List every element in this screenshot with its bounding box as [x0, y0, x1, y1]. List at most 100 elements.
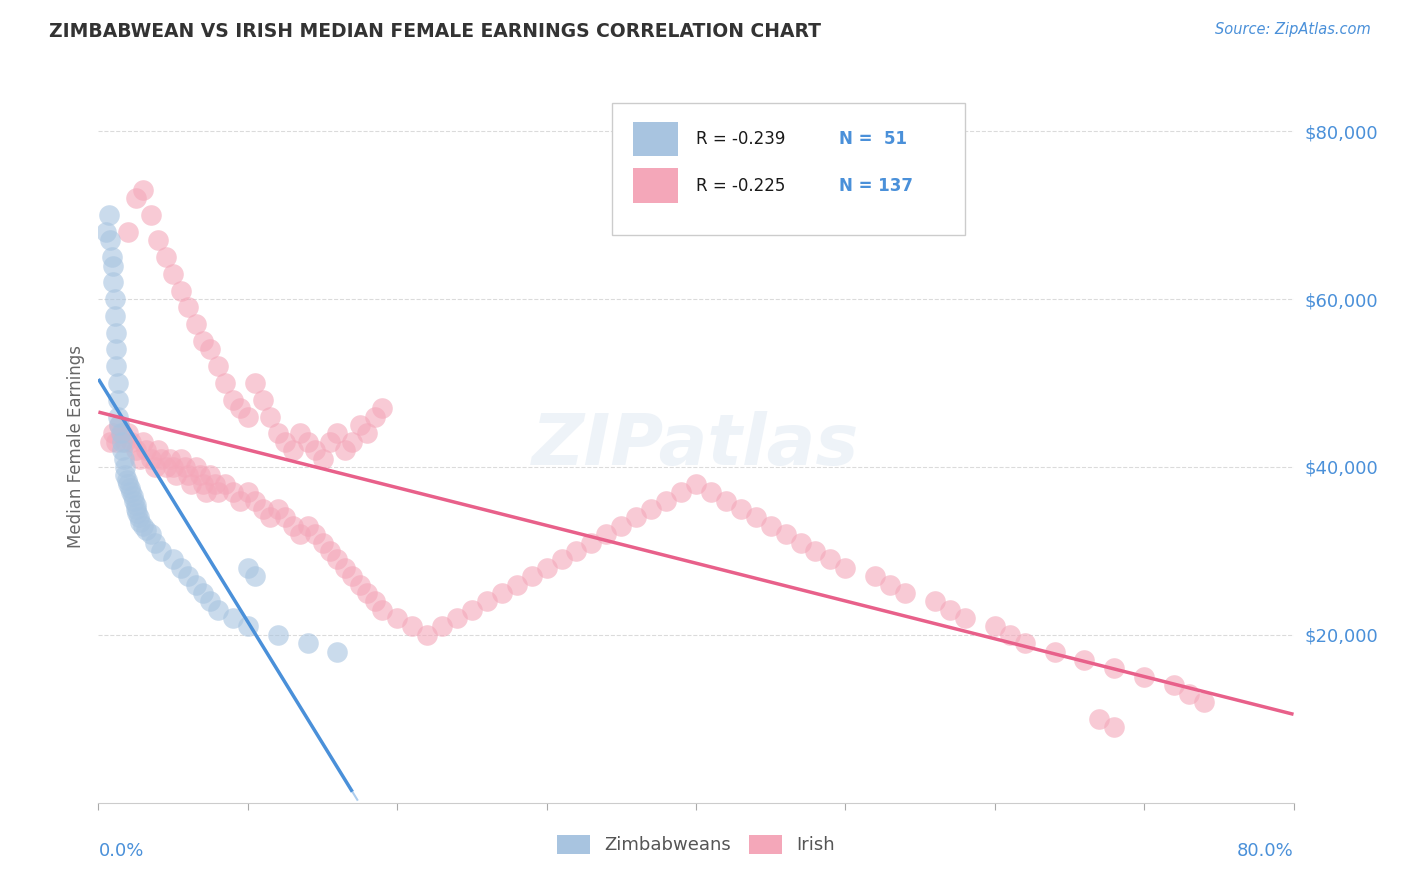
Legend: Zimbabweans, Irish: Zimbabweans, Irish — [550, 828, 842, 862]
Point — [939, 603, 962, 617]
Point — [356, 426, 378, 441]
Point — [274, 434, 297, 449]
Point — [162, 267, 184, 281]
Point — [143, 460, 166, 475]
Point — [127, 506, 149, 520]
Point — [191, 586, 214, 600]
Point — [319, 434, 342, 449]
Point — [804, 544, 827, 558]
Point — [371, 401, 394, 416]
Point — [311, 451, 333, 466]
Point — [984, 619, 1007, 633]
Point — [924, 594, 946, 608]
Point — [125, 191, 148, 205]
Point — [297, 636, 319, 650]
Point — [267, 426, 290, 441]
Point — [252, 392, 274, 407]
Point — [259, 409, 281, 424]
Point — [128, 510, 150, 524]
Point — [207, 603, 229, 617]
Point — [371, 603, 394, 617]
Point — [105, 343, 128, 357]
Point — [610, 518, 633, 533]
Point — [297, 518, 319, 533]
Point — [159, 451, 181, 466]
Point — [103, 259, 125, 273]
Text: 0.0%: 0.0% — [98, 842, 143, 860]
Point — [177, 301, 200, 315]
Point — [342, 434, 364, 449]
Point — [1163, 678, 1185, 692]
Point — [491, 586, 513, 600]
Point — [169, 560, 191, 574]
Point — [1192, 695, 1215, 709]
Point — [640, 502, 662, 516]
Point — [834, 560, 856, 574]
Point — [111, 434, 134, 449]
Point — [1104, 720, 1126, 734]
Point — [236, 560, 259, 574]
Text: R = -0.225: R = -0.225 — [696, 177, 786, 194]
Text: ZIPatlas: ZIPatlas — [533, 411, 859, 481]
Text: N = 137: N = 137 — [839, 177, 914, 194]
Point — [446, 611, 468, 625]
Point — [506, 577, 529, 591]
Point — [1073, 653, 1095, 667]
Point — [125, 502, 148, 516]
Point — [1133, 670, 1156, 684]
Point — [236, 619, 259, 633]
Point — [94, 225, 117, 239]
Point — [274, 510, 297, 524]
Point — [107, 409, 129, 424]
Point — [117, 476, 139, 491]
Point — [132, 434, 155, 449]
Point — [775, 527, 797, 541]
Point — [112, 451, 135, 466]
Point — [200, 468, 222, 483]
Point — [626, 510, 648, 524]
Point — [333, 443, 356, 458]
Point — [117, 225, 139, 239]
Point — [107, 376, 129, 390]
Point — [236, 485, 259, 500]
Point — [200, 343, 222, 357]
Point — [745, 510, 768, 524]
Point — [730, 502, 752, 516]
Point — [865, 569, 887, 583]
Point — [319, 544, 342, 558]
Point — [180, 476, 202, 491]
Point — [304, 443, 326, 458]
Point — [103, 426, 125, 441]
Point — [536, 560, 558, 574]
Point — [191, 334, 214, 348]
Point — [288, 426, 311, 441]
Point — [333, 560, 356, 574]
Point — [135, 443, 157, 458]
Point — [169, 451, 191, 466]
Point — [105, 326, 128, 340]
Point — [155, 250, 177, 264]
Point — [195, 485, 218, 500]
Point — [326, 552, 349, 566]
Point — [214, 476, 236, 491]
Point — [148, 443, 170, 458]
Point — [1104, 661, 1126, 675]
Point — [108, 417, 131, 432]
Point — [184, 318, 207, 332]
Point — [114, 468, 136, 483]
Point — [245, 493, 267, 508]
Point — [789, 535, 811, 549]
Point — [114, 434, 136, 449]
Y-axis label: Median Female Earnings: Median Female Earnings — [66, 344, 84, 548]
Point — [229, 493, 252, 508]
Point — [177, 468, 200, 483]
Point — [430, 619, 453, 633]
Point — [101, 250, 124, 264]
Point — [1088, 712, 1111, 726]
Point — [174, 460, 197, 475]
Text: ZIMBABWEAN VS IRISH MEDIAN FEMALE EARNINGS CORRELATION CHART: ZIMBABWEAN VS IRISH MEDIAN FEMALE EARNIN… — [49, 22, 821, 41]
Point — [125, 498, 148, 512]
Point — [252, 502, 274, 516]
FancyBboxPatch shape — [633, 122, 678, 156]
Point — [364, 409, 387, 424]
